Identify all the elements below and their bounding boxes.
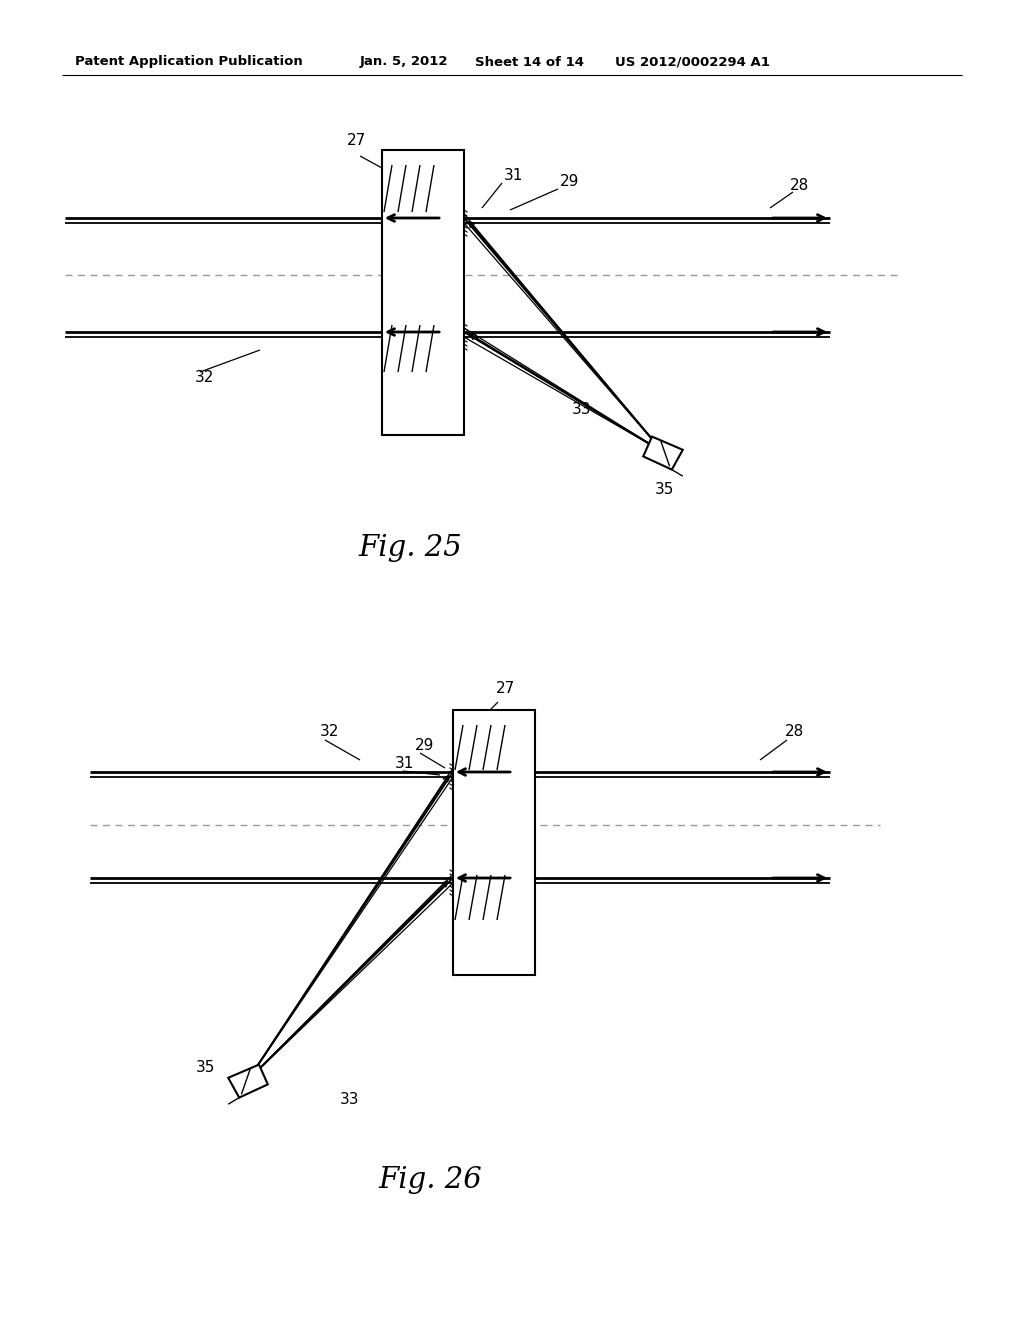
Bar xyxy=(382,150,464,436)
Text: 27: 27 xyxy=(496,681,515,696)
Text: Fig. 25: Fig. 25 xyxy=(358,535,462,562)
Text: 33: 33 xyxy=(340,1093,359,1107)
Polygon shape xyxy=(228,1065,268,1098)
Text: 28: 28 xyxy=(785,725,804,739)
Text: Jan. 5, 2012: Jan. 5, 2012 xyxy=(360,55,449,69)
Text: 35: 35 xyxy=(655,483,675,498)
Text: 31: 31 xyxy=(504,169,523,183)
Text: 33: 33 xyxy=(572,403,592,417)
Text: 28: 28 xyxy=(790,177,809,193)
Text: Patent Application Publication: Patent Application Publication xyxy=(75,55,303,69)
Bar xyxy=(453,710,535,975)
Text: 27: 27 xyxy=(347,133,367,148)
Text: 35: 35 xyxy=(196,1060,215,1076)
Text: 32: 32 xyxy=(195,371,214,385)
Polygon shape xyxy=(643,437,683,470)
Text: US 2012/0002294 A1: US 2012/0002294 A1 xyxy=(615,55,770,69)
Text: 32: 32 xyxy=(319,725,339,739)
Text: Sheet 14 of 14: Sheet 14 of 14 xyxy=(475,55,584,69)
Text: Fig. 26: Fig. 26 xyxy=(378,1166,482,1195)
Text: 29: 29 xyxy=(415,738,434,754)
Text: 29: 29 xyxy=(560,174,580,190)
Text: 31: 31 xyxy=(395,756,415,771)
